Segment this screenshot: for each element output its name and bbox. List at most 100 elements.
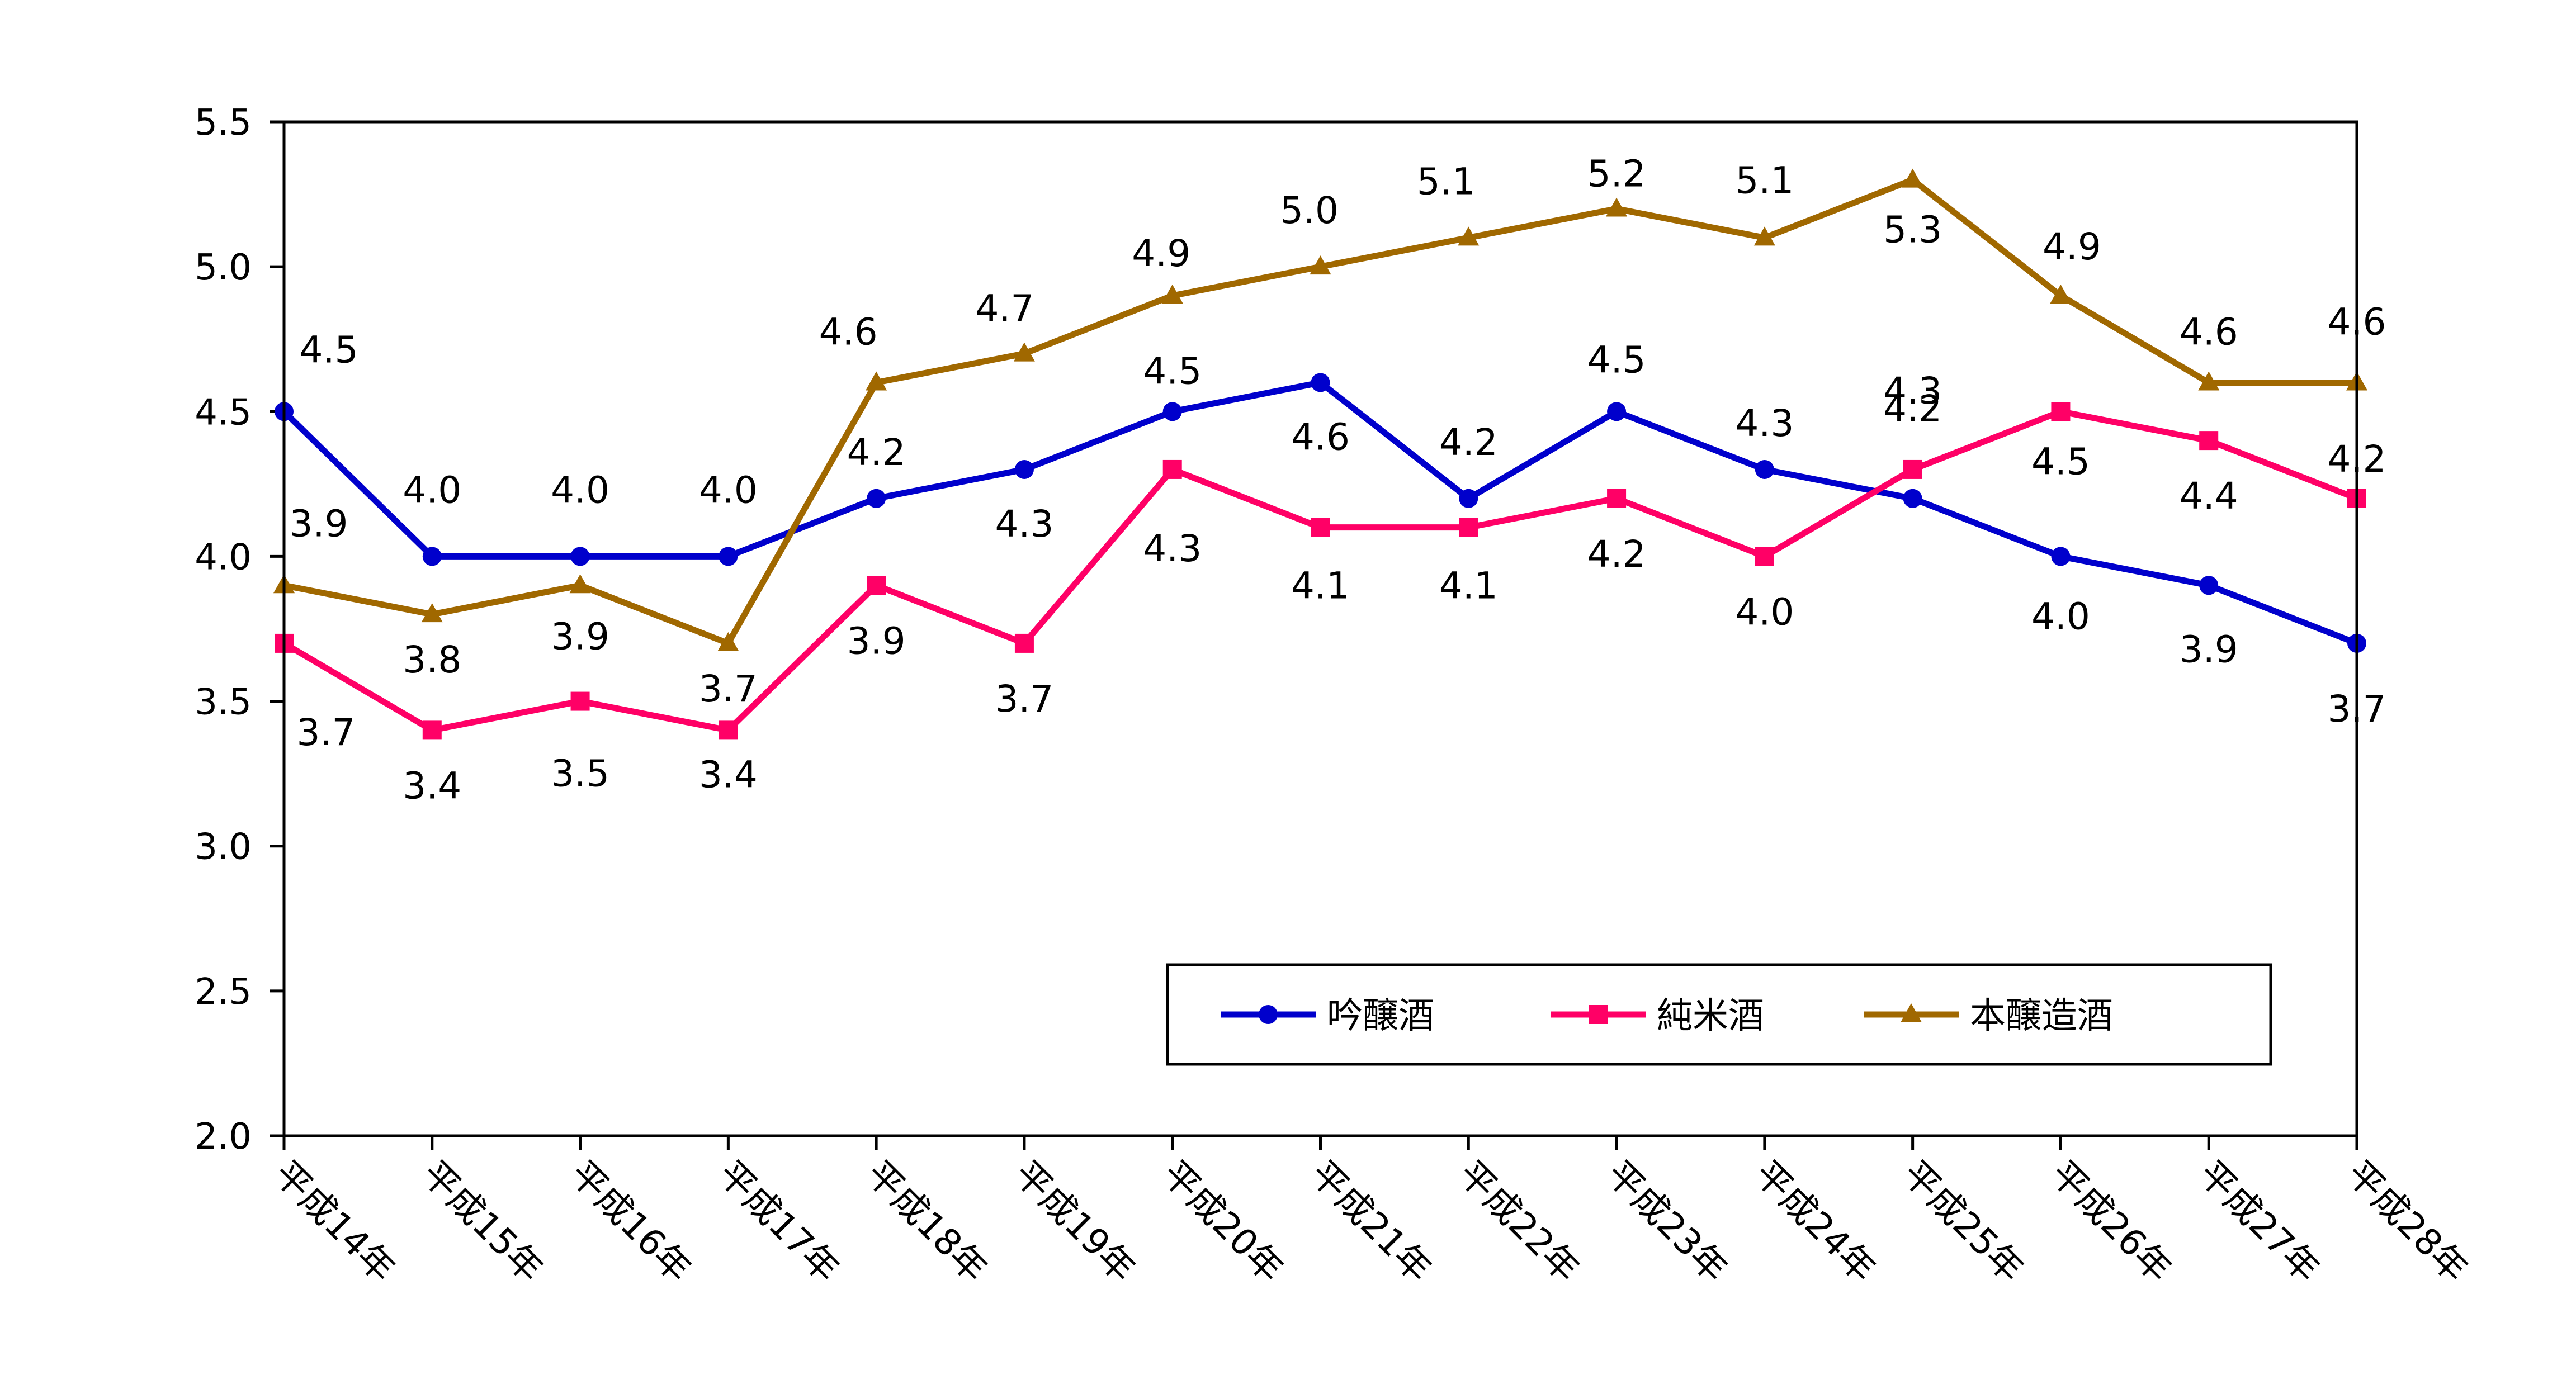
y-tick-label: 5.5 (195, 102, 252, 144)
y-tick-label: 4.0 (195, 537, 252, 578)
data-point-marker (569, 574, 591, 594)
y-axis: 2.0 2.5 3.0 3.5 4.0 4.5 5.0 5.5 (195, 102, 284, 1158)
data-point-marker (1902, 168, 1923, 188)
data-point-marker (2051, 547, 2071, 566)
legend-label: 本醸造酒 (1970, 995, 2113, 1037)
y-tick-label: 2.5 (195, 971, 252, 1013)
data-point-marker (719, 720, 738, 740)
data-point-marker (421, 603, 443, 623)
x-category-label: 平成15年 (413, 1153, 551, 1291)
legend-box (1166, 963, 2272, 1066)
data-point-marker (1753, 226, 1775, 246)
data-point-marker (570, 547, 590, 566)
data-label: 4.9 (2043, 225, 2101, 268)
data-label: 3.4 (403, 764, 461, 807)
data-point-marker (1459, 489, 1478, 508)
x-category-label: 平成20年 (1154, 1153, 1291, 1291)
data-label: 3.7 (297, 711, 356, 754)
data-label: 5.1 (1735, 159, 1794, 202)
y-tick-label: 4.5 (195, 392, 252, 433)
data-label: 4.5 (1587, 338, 1646, 381)
data-point-marker (1459, 518, 1478, 537)
data-label: 3.4 (699, 753, 758, 796)
data-point-marker (1755, 547, 1774, 566)
series-layer (273, 168, 2367, 740)
data-label: 4.0 (2031, 595, 2090, 638)
legend-marker (1901, 1003, 1922, 1022)
data-label: 3.9 (551, 615, 609, 658)
x-category-label: 平成16年 (561, 1153, 699, 1291)
data-point-marker (1014, 633, 1034, 653)
legend-label: 吟醸酒 (1327, 995, 1434, 1037)
data-label: 4.1 (1439, 565, 1498, 608)
data-label: 4.6 (2180, 310, 2238, 353)
x-category-label: 平成23年 (1598, 1153, 1736, 1291)
data-point-marker (1162, 459, 1182, 479)
data-label: 3.9 (2180, 628, 2238, 671)
data-point-marker (2198, 371, 2220, 391)
data-label: 4.0 (403, 468, 461, 511)
data-point-marker (2051, 402, 2071, 421)
data-point-marker (1311, 373, 1330, 392)
data-label: 4.3 (1883, 369, 1942, 413)
data-label: 4.9 (1132, 232, 1190, 275)
data-label: 4.2 (1439, 421, 1498, 464)
data-point-marker (867, 576, 886, 595)
data-label: 4.3 (995, 502, 1053, 546)
x-category-label: 平成18年 (858, 1153, 995, 1291)
y-tick-label: 2.0 (195, 1116, 252, 1158)
data-label: 4.3 (1143, 527, 1202, 570)
data-label: 5.3 (1883, 208, 1942, 252)
x-category-label: 平成24年 (1746, 1153, 1884, 1291)
data-label: 4.5 (2031, 440, 2090, 483)
x-axis: 平成14年 平成15年 平成16年 平成17年 平成18年 平成19年 平成20年 平成21年… (266, 1136, 2475, 1291)
x-category-label: 平成21年 (1302, 1153, 1439, 1291)
data-point-marker (422, 720, 442, 740)
x-category-label: 平成27年 (2190, 1153, 2328, 1291)
legend-label: 純米酒 (1657, 995, 1764, 1037)
data-label: 3.8 (403, 638, 461, 681)
data-label: 4.0 (1735, 590, 1794, 633)
legend-marker (1259, 1005, 1278, 1024)
data-point-marker (1903, 489, 1922, 508)
data-label: 4.6 (1291, 415, 1350, 458)
x-category-label: 平成19年 (1006, 1153, 1143, 1291)
data-label: 3.5 (551, 752, 609, 795)
data-label: 5.1 (1417, 160, 1476, 203)
data-labels: 4.54.0 4.0 4.04.24.34.54.6 4.24.54.3 4.24.03… (290, 152, 2386, 807)
data-point-marker (2199, 576, 2219, 595)
data-point-marker (1162, 402, 1182, 421)
data-label: 4.2 (847, 431, 906, 474)
data-label: 3.7 (995, 677, 1053, 720)
data-label: 3.9 (290, 502, 348, 545)
data-point-marker (570, 691, 590, 711)
data-point-marker (1013, 342, 1035, 362)
data-point-marker (1607, 402, 1627, 421)
data-point-marker (1311, 518, 1330, 537)
data-label: 3.7 (699, 667, 758, 710)
data-label: 4.7 (975, 287, 1034, 330)
y-tick-label: 5.0 (195, 247, 252, 288)
data-point-marker (2199, 431, 2219, 451)
data-point-marker (866, 371, 887, 391)
data-label: 4.2 (1883, 387, 1942, 430)
data-label: 5.0 (1280, 189, 1339, 232)
data-label: 4.1 (1291, 565, 1350, 608)
data-point-marker (1014, 459, 1034, 479)
data-point-marker (719, 547, 738, 566)
data-point-marker (1458, 226, 1480, 246)
data-point-marker (2050, 284, 2072, 304)
data-label: 4.0 (551, 468, 609, 511)
y-tick-label: 3.0 (195, 827, 252, 868)
x-category-label: 平成22年 (1450, 1153, 1587, 1291)
data-point-marker (717, 632, 739, 651)
legend-marker (1589, 1005, 1608, 1024)
x-category-label: 平成14年 (266, 1153, 403, 1291)
data-label: 4.0 (699, 468, 758, 511)
data-label: 4.2 (1587, 533, 1646, 576)
data-point-marker (422, 547, 442, 566)
data-label: 4.5 (1143, 349, 1202, 392)
data-point-marker (1755, 459, 1774, 479)
data-point-marker (1161, 284, 1183, 304)
